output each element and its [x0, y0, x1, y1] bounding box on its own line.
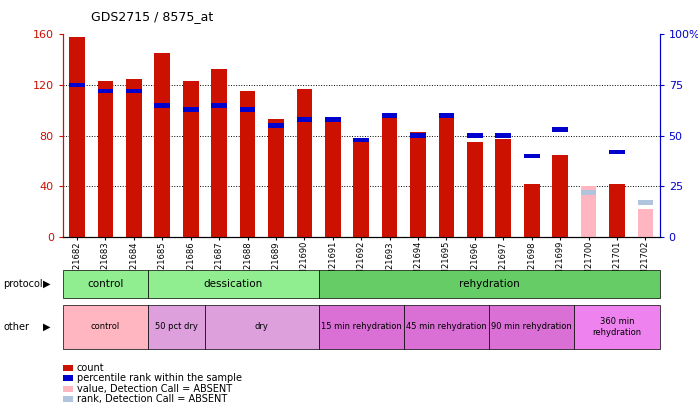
- Bar: [438, 113, 454, 117]
- Text: ▶: ▶: [43, 322, 51, 332]
- Bar: [581, 186, 596, 237]
- Bar: [98, 81, 113, 237]
- Text: count: count: [77, 363, 105, 373]
- Bar: [496, 134, 511, 138]
- Bar: [268, 124, 284, 128]
- Text: ▶: ▶: [43, 279, 51, 289]
- Bar: [154, 53, 170, 237]
- Bar: [353, 139, 369, 237]
- Bar: [211, 103, 227, 107]
- Bar: [410, 134, 426, 138]
- Bar: [382, 113, 397, 117]
- Bar: [297, 117, 312, 121]
- Bar: [552, 128, 568, 132]
- Bar: [325, 117, 341, 237]
- Text: value, Detection Call = ABSENT: value, Detection Call = ABSENT: [77, 384, 232, 394]
- Bar: [524, 154, 540, 158]
- Text: dry: dry: [255, 322, 269, 331]
- Bar: [183, 107, 198, 111]
- Bar: [268, 119, 284, 237]
- Bar: [467, 134, 483, 138]
- Text: dessication: dessication: [204, 279, 263, 289]
- Bar: [438, 117, 454, 237]
- Text: rank, Detection Call = ABSENT: rank, Detection Call = ABSENT: [77, 394, 227, 404]
- Text: rehydration: rehydration: [459, 279, 519, 289]
- Bar: [496, 139, 511, 237]
- Text: 15 min rehydration: 15 min rehydration: [321, 322, 401, 331]
- Text: 50 pct dry: 50 pct dry: [155, 322, 198, 331]
- Bar: [239, 107, 255, 111]
- Bar: [353, 138, 369, 142]
- Text: 45 min rehydration: 45 min rehydration: [406, 322, 487, 331]
- Bar: [581, 190, 596, 194]
- Bar: [609, 184, 625, 237]
- Bar: [410, 132, 426, 237]
- Text: 360 min
rehydration: 360 min rehydration: [593, 317, 641, 337]
- Text: control: control: [87, 279, 124, 289]
- Bar: [325, 117, 341, 121]
- Bar: [524, 184, 540, 237]
- Text: GDS2715 / 8575_at: GDS2715 / 8575_at: [91, 10, 213, 23]
- Text: percentile rank within the sample: percentile rank within the sample: [77, 373, 242, 383]
- Bar: [69, 83, 85, 87]
- Bar: [183, 81, 198, 237]
- Bar: [69, 37, 85, 237]
- Bar: [154, 103, 170, 107]
- Bar: [98, 89, 113, 93]
- Text: control: control: [91, 322, 120, 331]
- Bar: [382, 117, 397, 237]
- Bar: [211, 68, 227, 237]
- Bar: [467, 142, 483, 237]
- Bar: [126, 89, 142, 93]
- Bar: [126, 79, 142, 237]
- Text: protocol: protocol: [3, 279, 43, 289]
- Text: other: other: [3, 322, 29, 332]
- Text: 90 min rehydration: 90 min rehydration: [491, 322, 572, 331]
- Bar: [609, 150, 625, 154]
- Bar: [297, 89, 312, 237]
- Bar: [239, 92, 255, 237]
- Bar: [552, 155, 568, 237]
- Bar: [637, 209, 653, 237]
- Bar: [637, 200, 653, 205]
